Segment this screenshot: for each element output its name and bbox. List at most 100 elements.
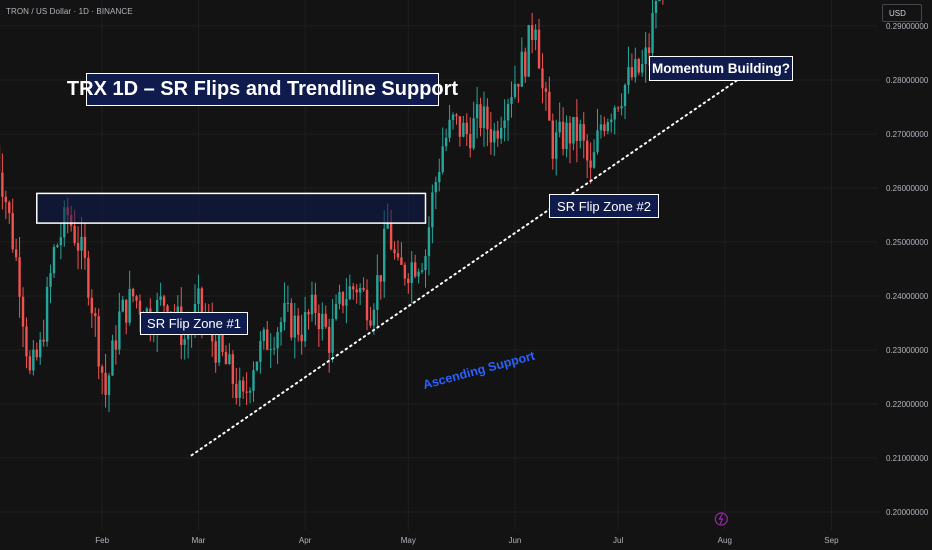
candle-body [396, 253, 400, 258]
candle [634, 47, 637, 83]
candle [427, 216, 431, 276]
sr-flip-zone-1 [36, 192, 427, 224]
candle-body [262, 329, 266, 341]
candle-body [21, 296, 25, 327]
candle-body [321, 313, 324, 330]
candle [286, 285, 290, 312]
candle-body [56, 245, 59, 248]
candle [499, 116, 503, 144]
candle [513, 65, 517, 100]
candle [568, 116, 572, 164]
candle [255, 361, 259, 372]
chart-title-annotation: TRX 1D – SR Flips and Trendline Support [67, 73, 458, 106]
candle [610, 113, 613, 133]
candle [283, 282, 286, 331]
candle [224, 345, 228, 365]
candle-body [217, 333, 221, 363]
candle-body [331, 318, 334, 353]
candle-body [200, 288, 204, 318]
currency-selector[interactable]: USD [882, 4, 922, 22]
candle-body [100, 366, 104, 373]
candle-body [286, 302, 290, 304]
candle-body [104, 372, 107, 395]
candle [376, 254, 379, 329]
candle-body [352, 286, 355, 290]
candle-body [259, 340, 262, 362]
candle [503, 99, 506, 142]
candle-body [579, 124, 582, 142]
candle-body [376, 275, 379, 310]
candle-body [475, 104, 479, 119]
candle [475, 86, 479, 139]
candle [558, 102, 561, 138]
candle [548, 76, 551, 121]
candle [362, 277, 365, 292]
candle [627, 46, 630, 94]
candle-body [434, 182, 438, 193]
candle [537, 18, 541, 70]
candle [334, 294, 338, 321]
candle-body [224, 351, 228, 365]
candle-body [83, 236, 87, 258]
y-tick-label: 0.23000000 [886, 346, 929, 355]
candle [369, 306, 372, 328]
candle [355, 284, 358, 304]
candle [517, 83, 520, 103]
candle-body [235, 383, 238, 398]
candle-body [413, 262, 417, 277]
candle-body [32, 349, 35, 371]
candle-body [458, 116, 462, 137]
candle [417, 268, 420, 284]
candle-body [572, 116, 575, 144]
candle [100, 364, 104, 395]
candle-body [596, 130, 599, 153]
candle-body [14, 249, 18, 258]
candle [269, 333, 272, 369]
candle [592, 139, 596, 169]
candle-body [465, 122, 468, 135]
candle [324, 305, 327, 329]
candle [472, 101, 475, 151]
candle [352, 282, 355, 300]
candle-body [300, 334, 303, 342]
candle-body [324, 313, 327, 327]
x-axis: Feb Mar Apr May Jun Jul Aug Sep [95, 536, 839, 545]
candle-body [658, 0, 661, 2]
sr-flip-zone-1-label: SR Flip Zone #1 [140, 312, 248, 335]
candle [448, 104, 451, 143]
candle-body [403, 264, 407, 279]
candle-body [451, 114, 455, 120]
candle-body [493, 130, 496, 143]
candle-body [482, 106, 486, 129]
candle-body [486, 106, 489, 130]
candle [327, 318, 331, 373]
candle-body [118, 311, 121, 350]
candle-body [438, 172, 441, 183]
candle [97, 308, 100, 380]
candle-body [238, 380, 241, 398]
candle [662, 0, 664, 5]
candle [125, 299, 128, 335]
candle [438, 158, 441, 192]
candle [83, 223, 87, 270]
candle [431, 184, 434, 244]
candle [530, 12, 534, 54]
candle [114, 325, 118, 365]
candle-body [472, 118, 475, 149]
candle-body [52, 247, 56, 274]
candle [235, 367, 238, 405]
candle [279, 317, 283, 346]
candle [135, 294, 138, 309]
candle-body [245, 391, 248, 393]
candle-body [541, 68, 544, 89]
candle-body [582, 124, 585, 141]
x-tick-label: Sep [824, 536, 839, 545]
candle [245, 372, 248, 406]
candle [441, 127, 444, 175]
candle-body [506, 103, 510, 121]
y-axis: 0.20000000 0.21000000 0.22000000 0.23000000… [886, 22, 929, 517]
y-tick-label: 0.22000000 [886, 400, 929, 409]
candle [596, 108, 599, 155]
candle [80, 216, 83, 270]
candle [520, 37, 524, 87]
